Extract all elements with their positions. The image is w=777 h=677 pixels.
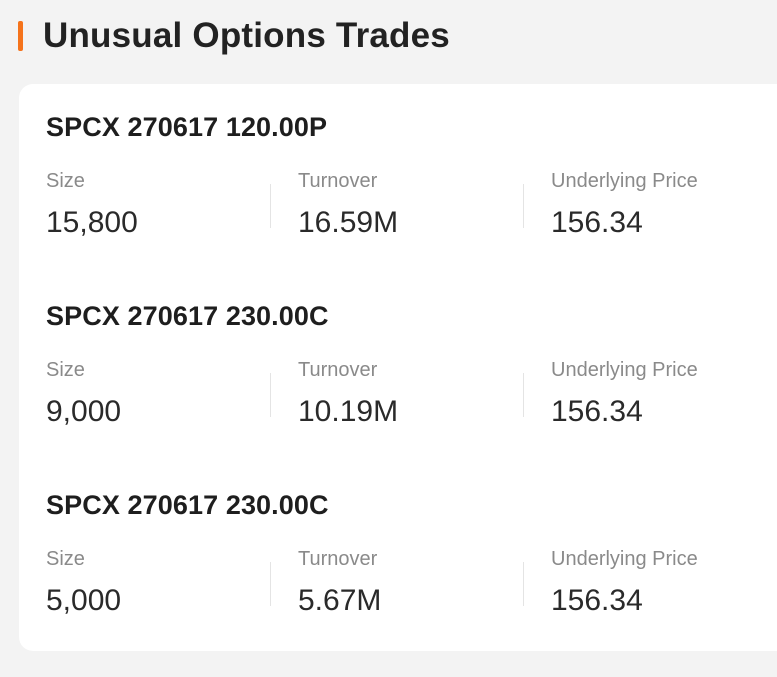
column-divider <box>523 562 524 606</box>
accent-bar <box>18 21 23 51</box>
underlying-price-label: Underlying Price <box>551 548 698 570</box>
column-divider <box>270 562 271 606</box>
unusual-trades-card: SPCX 270617 120.00P Size 15,800 Turnover… <box>19 84 777 651</box>
section-header: Unusual Options Trades <box>18 14 450 58</box>
underlying-price-metric: Underlying Price 156.34 <box>551 548 777 618</box>
turnover-label: Turnover <box>298 359 378 381</box>
underlying-price-metric: Underlying Price 156.34 <box>551 359 777 429</box>
size-label: Size <box>46 170 85 192</box>
trade-item[interactable]: SPCX 270617 230.00C Size 9,000 Turnover … <box>46 273 776 443</box>
turnover-value: 16.59M <box>298 206 399 239</box>
trade-item[interactable]: SPCX 270617 120.00P Size 15,800 Turnover… <box>46 84 776 254</box>
underlying-price-label: Underlying Price <box>551 359 698 381</box>
turnover-metric: Turnover 5.67M <box>298 548 538 618</box>
size-label: Size <box>46 359 85 381</box>
column-divider <box>270 184 271 228</box>
underlying-price-label: Underlying Price <box>551 170 698 192</box>
size-metric: Size 5,000 <box>46 548 286 618</box>
contract-name: SPCX 270617 120.00P <box>46 112 328 142</box>
turnover-metric: Turnover 16.59M <box>298 170 538 240</box>
underlying-price-value: 156.34 <box>551 584 643 617</box>
size-value: 15,800 <box>46 206 138 239</box>
size-label: Size <box>46 548 85 570</box>
trade-item[interactable]: SPCX 270617 230.00C Size 5,000 Turnover … <box>46 462 776 632</box>
contract-name: SPCX 270617 230.00C <box>46 490 329 520</box>
turnover-value: 10.19M <box>298 395 399 428</box>
turnover-value: 5.67M <box>298 584 382 617</box>
underlying-price-value: 156.34 <box>551 395 643 428</box>
contract-name: SPCX 270617 230.00C <box>46 301 329 331</box>
turnover-label: Turnover <box>298 548 378 570</box>
size-metric: Size 15,800 <box>46 170 286 240</box>
underlying-price-value: 156.34 <box>551 206 643 239</box>
section-title: Unusual Options Trades <box>43 16 450 55</box>
underlying-price-metric: Underlying Price 156.34 <box>551 170 777 240</box>
turnover-label: Turnover <box>298 170 378 192</box>
size-value: 9,000 <box>46 395 122 428</box>
column-divider <box>523 184 524 228</box>
column-divider <box>270 373 271 417</box>
size-value: 5,000 <box>46 584 122 617</box>
turnover-metric: Turnover 10.19M <box>298 359 538 429</box>
size-metric: Size 9,000 <box>46 359 286 429</box>
column-divider <box>523 373 524 417</box>
